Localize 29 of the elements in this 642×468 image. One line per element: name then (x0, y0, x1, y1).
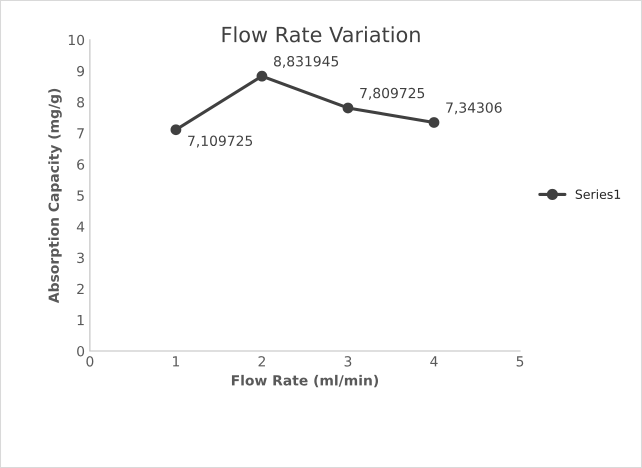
y-tick-label: 2 (77, 284, 84, 294)
y-tick-label: 3 (77, 252, 84, 264)
x-tick-label: 2 (258, 356, 265, 366)
legend-label: Series1 (576, 189, 620, 200)
y-tick-label: 8 (77, 96, 84, 108)
x-tick-label: 5 (516, 356, 524, 367)
y-tick-label: 1 (78, 315, 84, 326)
chart-title: Flow Rate Variation (222, 26, 420, 42)
y-tick-label: 6 (77, 159, 84, 170)
x-tick-label: 4 (430, 356, 438, 366)
x-axis-title: Flow Rate (ml/min) (232, 374, 378, 388)
y-tick-label: 5 (77, 190, 84, 201)
point (428, 117, 440, 128)
point (256, 70, 268, 82)
y-tick-label: 0 (77, 346, 84, 356)
x-tick-label: 1 (173, 356, 180, 366)
y-tick-label: 7 (77, 128, 84, 138)
y-tick-label: 10 (68, 34, 84, 46)
data-label: 7,109725 (188, 136, 252, 148)
data-label: 7,34306 (446, 102, 502, 114)
point (342, 102, 354, 114)
x-tick-label: 3 (344, 356, 352, 367)
data-label: 8,831945 (274, 56, 338, 68)
data-label: 7,809725 (360, 88, 424, 100)
y-axis-title: Absorption Capacity (mg/g) (48, 88, 62, 304)
y-tick-label: 9 (77, 66, 84, 76)
x-tick-label: 0 (86, 356, 94, 367)
point (170, 124, 182, 136)
y-tick-label: 4 (76, 222, 84, 232)
